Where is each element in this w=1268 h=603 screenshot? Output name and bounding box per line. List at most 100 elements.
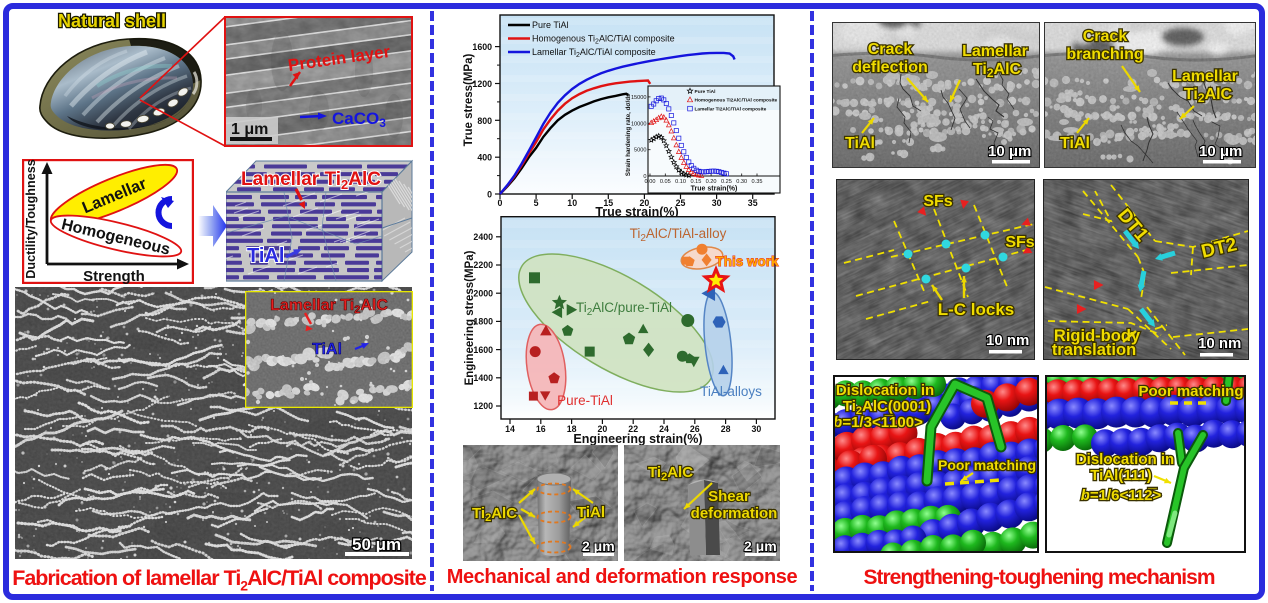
svg-text:50 μm: 50 μm	[352, 535, 401, 554]
svg-text:True strain(%): True strain(%)	[691, 186, 738, 193]
svg-text:1200: 1200	[473, 401, 493, 411]
svg-text:2000: 2000	[473, 288, 493, 298]
svg-text:1600: 1600	[473, 345, 493, 355]
svg-text:Pure TiAl: Pure TiAl	[532, 20, 569, 30]
svg-text:Rigid-body: Rigid-body	[1054, 327, 1141, 345]
svg-text:0: 0	[498, 198, 503, 208]
svg-text:35: 35	[748, 198, 758, 208]
svg-text:Poor matching: Poor matching	[938, 457, 1036, 473]
svg-text:Lamellar: Lamellar	[1172, 68, 1238, 85]
svg-text:This work: This work	[715, 254, 779, 269]
svg-text:Dislocation in: Dislocation in	[1076, 451, 1174, 468]
svg-text:Natural shell: Natural shell	[58, 11, 166, 31]
svg-text:0.20: 0.20	[706, 179, 717, 185]
svg-text:1 μm: 1 μm	[231, 121, 268, 138]
svg-text:10 nm: 10 nm	[1198, 335, 1241, 352]
svg-text:Crack: Crack	[1083, 28, 1128, 45]
svg-text:28: 28	[721, 424, 731, 434]
svg-text:10 nm: 10 nm	[986, 332, 1029, 349]
svg-text:Homogenous Ti2AlC/TiAl composi: Homogenous Ti2AlC/TiAl composite	[695, 98, 778, 104]
svg-text:20: 20	[598, 424, 608, 434]
svg-text:Ti2AlC: Ti2AlC	[1184, 86, 1233, 105]
svg-text:18: 18	[567, 424, 577, 434]
svg-text:Engineering strain(%): Engineering strain(%)	[573, 432, 702, 446]
svg-text:Ti2AlC/pure-TiAl: Ti2AlC/pure-TiAl	[576, 300, 672, 318]
svg-text:400: 400	[477, 153, 492, 163]
svg-text:Ti2AlC: Ti2AlC	[648, 464, 693, 483]
svg-text:Dislocation in: Dislocation in	[836, 382, 934, 399]
svg-text:2 μm: 2 μm	[582, 538, 615, 554]
svg-text:Homogenous Ti2AlC/TiAl composi: Homogenous Ti2AlC/TiAl composite	[532, 34, 675, 46]
svg-text:TiAl: TiAl	[577, 504, 605, 521]
svg-text:0.10: 0.10	[675, 179, 686, 185]
svg-text:Pure-TiAl: Pure-TiAl	[557, 393, 613, 408]
svg-text:2400: 2400	[473, 232, 493, 242]
svg-text:10000: 10000	[631, 121, 647, 127]
svg-text:Pure TiAl: Pure TiAl	[695, 89, 716, 95]
svg-text:0: 0	[643, 174, 646, 180]
svg-text:30: 30	[752, 424, 762, 434]
svg-text:2 μm: 2 μm	[744, 538, 777, 554]
svg-text:Crack: Crack	[868, 41, 913, 58]
svg-text:TiAl-alloys: TiAl-alloys	[700, 384, 762, 399]
svg-text:L-C locks: L-C locks	[938, 300, 1015, 319]
svg-text:Lamellar Ti2AlC: Lamellar Ti2AlC	[241, 169, 381, 192]
svg-text:branching: branching	[1066, 46, 1143, 63]
svg-text:TiAl(111): TiAl(111)	[1090, 467, 1151, 484]
svg-text:5: 5	[534, 198, 539, 208]
svg-text:translation: translation	[1052, 341, 1136, 359]
svg-text:10 μm: 10 μm	[1199, 143, 1242, 160]
svg-text:b=1/3<1̅100>: b=1/3<1̅100>	[833, 414, 923, 431]
svg-text:SFs: SFs	[1005, 234, 1034, 251]
svg-text:16: 16	[536, 424, 546, 434]
svg-text:TiAl: TiAl	[312, 341, 342, 358]
svg-text:Poor matching: Poor matching	[1138, 383, 1243, 400]
svg-text:Ductility/Toughness: Ductility/Toughness	[24, 159, 38, 278]
svg-text:TiAl: TiAl	[1060, 135, 1090, 152]
svg-text:1400: 1400	[473, 373, 493, 383]
svg-text:0.00: 0.00	[645, 179, 656, 185]
svg-text:26: 26	[690, 424, 700, 434]
svg-text:2200: 2200	[473, 260, 493, 270]
svg-text:True strain(%): True strain(%)	[595, 205, 678, 219]
svg-text:Ti2AlC: Ti2AlC	[472, 505, 517, 524]
svg-text:0.15: 0.15	[690, 179, 701, 185]
svg-text:24: 24	[659, 424, 669, 434]
svg-text:CaCO3: CaCO3	[332, 109, 386, 130]
svg-text:b=1/6<112̅>: b=1/6<112̅>	[1081, 487, 1162, 504]
svg-text:14: 14	[505, 424, 515, 434]
svg-text:Ti2AlC/TiAl-alloy: Ti2AlC/TiAl-alloy	[630, 226, 727, 244]
svg-text:SFs: SFs	[923, 193, 952, 210]
svg-text:Lamellar: Lamellar	[962, 43, 1028, 60]
svg-text:Strength: Strength	[83, 268, 145, 284]
svg-text:Engineering stress(MPa): Engineering stress(MPa)	[464, 250, 476, 385]
svg-text:10: 10	[567, 198, 577, 208]
svg-text:1800: 1800	[473, 317, 493, 327]
svg-text:TiAl: TiAl	[845, 135, 875, 152]
svg-text:Lamellar Ti2AlC/TiAl composite: Lamellar Ti2AlC/TiAl composite	[532, 47, 656, 59]
svg-text:1600: 1600	[472, 42, 492, 52]
svg-text:TiAl: TiAl	[247, 245, 284, 267]
svg-text:5000: 5000	[634, 148, 646, 154]
svg-text:Ti2AlC(0001): Ti2AlC(0001)	[843, 398, 931, 417]
svg-text:15: 15	[603, 198, 613, 208]
svg-text:0.05: 0.05	[660, 179, 671, 185]
svg-text:Ti2AlC: Ti2AlC	[973, 61, 1022, 80]
svg-text:0.35: 0.35	[752, 179, 763, 185]
svg-text:0: 0	[487, 190, 492, 200]
svg-text:deformation: deformation	[691, 505, 778, 522]
svg-text:1200: 1200	[472, 79, 492, 89]
svg-text:22: 22	[628, 424, 638, 434]
svg-text:True stress(MPa): True stress(MPa)	[463, 53, 475, 146]
svg-text:Shear: Shear	[708, 488, 750, 505]
svg-text:Strain hardening rate, dσ/dε: Strain hardening rate, dσ/dε	[625, 94, 632, 176]
svg-text:20: 20	[640, 198, 650, 208]
svg-text:30: 30	[712, 198, 722, 208]
svg-text:Lamellar Ti2AlC/TiAl composite: Lamellar Ti2AlC/TiAl composite	[695, 106, 767, 112]
svg-text:Lamellar Ti2AlC: Lamellar Ti2AlC	[270, 297, 388, 316]
svg-text:10 μm: 10 μm	[988, 143, 1031, 160]
svg-text:0.25: 0.25	[721, 179, 732, 185]
svg-text:800: 800	[477, 116, 492, 126]
svg-text:0.30: 0.30	[736, 179, 747, 185]
svg-text:deflection: deflection	[852, 59, 928, 76]
